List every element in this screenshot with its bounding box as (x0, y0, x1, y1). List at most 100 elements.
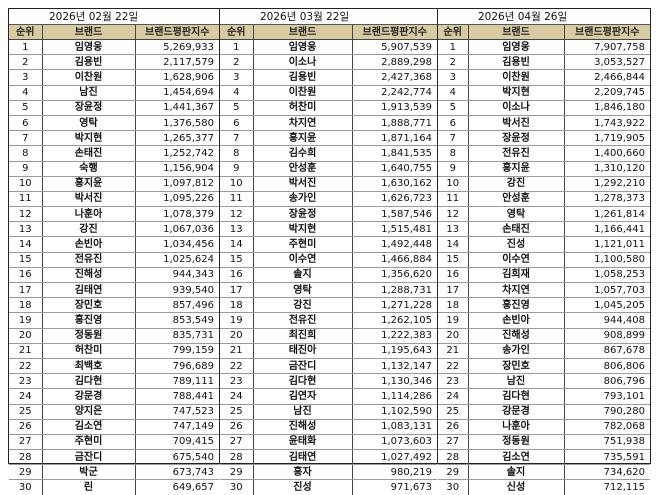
score-cell: 1,846,180 (564, 100, 650, 116)
score-cell: 1,156,904 (135, 161, 219, 177)
table-row: 8 김수희 1,841,535 (220, 145, 437, 162)
score-cell: 1,376,580 (135, 115, 219, 132)
header-row: 순위 브랜드 브랜드평판지수 (438, 25, 650, 40)
rank-cell: 27 (438, 434, 469, 451)
rank-cell: 23 (9, 373, 43, 390)
table-row: 19 전유진 1,262,105 (220, 312, 437, 329)
score-cell: 939,540 (135, 282, 219, 299)
table-row: 24 김다현 793,101 (438, 388, 650, 405)
rank-cell: 18 (220, 297, 254, 314)
score-cell: 2,209,745 (564, 85, 650, 101)
table-row: 3 이찬원 2,466,844 (438, 69, 650, 86)
table-row: 3 김용빈 2,427,368 (220, 69, 437, 86)
rank-cell: 16 (438, 267, 469, 284)
brand-cell: 남진 (253, 404, 353, 420)
brand-cell: 진해성 (253, 419, 353, 435)
table-row: 9 안성훈 1,640,755 (220, 161, 437, 177)
brand-cell: 린 (42, 479, 136, 495)
column-header-rank: 순위 (220, 25, 254, 40)
rank-cell: 5 (438, 100, 469, 116)
score-cell: 673,743 (135, 464, 219, 481)
score-cell: 709,415 (135, 434, 219, 451)
score-cell: 1,261,814 (564, 206, 650, 223)
brand-cell: 허찬미 (253, 100, 353, 116)
rank-cell: 7 (438, 130, 469, 147)
column-header-score: 브랜드평판지수 (135, 25, 219, 40)
brand-cell: 김희재 (468, 267, 565, 284)
table-row: 25 양지은 747,523 (9, 404, 219, 420)
score-cell: 1,492,448 (352, 236, 437, 253)
score-cell: 712,115 (603, 482, 645, 494)
rank-cell: 27 (220, 434, 254, 451)
score-cell: 2,427,368 (352, 69, 437, 86)
rank-cell: 2 (220, 54, 254, 71)
rank-cell: 16 (9, 267, 43, 284)
brand-cell: 김태연 (42, 282, 136, 299)
rank-cell: 3 (9, 69, 43, 86)
rank-cell: 19 (220, 312, 254, 329)
brand-cell: 숙행 (42, 161, 136, 177)
rank-cell: 28 (9, 449, 43, 466)
brand-cell: 양지은 (42, 404, 136, 420)
rank-cell: 10 (220, 176, 254, 192)
score-cell: 1,454,694 (135, 85, 219, 101)
rank-cell: 4 (220, 85, 254, 101)
rank-cell: 15 (438, 252, 469, 268)
table-row: 20 최진희 1,222,383 (220, 328, 437, 344)
brand-cell: 홍지윤 (42, 176, 136, 192)
table-row: 5 이소나 1,846,180 (438, 100, 650, 116)
rank-cell: 23 (438, 373, 469, 390)
table-row: 7 홍지윤 1,871,164 (220, 130, 437, 147)
brand-cell: 박군 (42, 464, 136, 481)
rank-cell: 7 (9, 130, 43, 147)
rank-cell: 14 (438, 236, 469, 253)
table-row: 12 장윤정 1,587,546 (220, 206, 437, 223)
score-cell: 1,100,580 (564, 252, 650, 268)
score-cell: 1,841,535 (352, 145, 437, 162)
table-row: 24 김연자 1,114,286 (220, 388, 437, 405)
score-cell: 1,515,481 (352, 221, 437, 238)
rank-cell: 6 (9, 115, 43, 132)
brand-cell: 김연자 (253, 388, 353, 405)
brand-cell: 박서진 (42, 191, 136, 208)
rank-cell: 24 (438, 388, 469, 405)
rank-cell: 20 (220, 328, 254, 344)
table-date-title: 2026년 02월 22일 (9, 9, 219, 25)
brand-cell: 영탁 (253, 282, 353, 299)
brand-cell: 김태연 (253, 449, 353, 466)
rank-cell: 2 (438, 54, 469, 71)
score-cell: 1,166,441 (564, 221, 650, 238)
score-cell: 1,626,723 (352, 191, 437, 208)
brand-cell: 박서진 (253, 176, 353, 192)
score-cell: 2,466,844 (564, 69, 650, 86)
score-cell: 1,073,603 (352, 434, 437, 451)
brand-cell: 윤태화 (253, 434, 353, 451)
table-row: 14 진성 1,121,011 (438, 236, 650, 253)
brand-cell: 이찬원 (253, 85, 353, 101)
rank-cell: 26 (438, 419, 469, 435)
brand-cell: 이소나 (468, 100, 565, 116)
score-cell: 1,871,164 (352, 130, 437, 147)
table-row: 15 이수연 1,100,580 (438, 252, 650, 268)
table-row: 14 주현미 1,492,448 (220, 236, 437, 253)
brand-cell: 김다현 (468, 388, 565, 405)
table-row: 11 안성훈 1,278,373 (438, 191, 650, 208)
score-cell: 1,130,346 (352, 373, 437, 390)
rank-cell: 22 (438, 358, 469, 375)
brand-cell: 김소연 (468, 449, 565, 466)
rank-cell: 14 (9, 236, 43, 253)
score-cell: 1,743,922 (564, 115, 650, 132)
rank-cell: 10 (9, 176, 43, 192)
rank-cell: 11 (438, 191, 469, 208)
brand-cell: 송가인 (253, 191, 353, 208)
score-cell: 1,888,771 (352, 115, 437, 132)
brand-cell: 손빈아 (468, 312, 565, 329)
brand-cell: 홍지윤 (468, 161, 565, 177)
rank-cell: 1 (9, 39, 43, 56)
table-row: 18 홍진영 1,045,205 (438, 297, 650, 314)
brand-cell: 나훈아 (468, 419, 565, 435)
table-row: 20 정동원 835,731 (9, 328, 219, 344)
table-block-2: 2026년 04월 26일 순위 브랜드 브랜드평판지수 1 임영웅 7,907,7… (437, 9, 650, 495)
score-cell: 1,292,210 (564, 176, 650, 192)
table-row: 4 이찬원 2,242,774 (220, 85, 437, 101)
